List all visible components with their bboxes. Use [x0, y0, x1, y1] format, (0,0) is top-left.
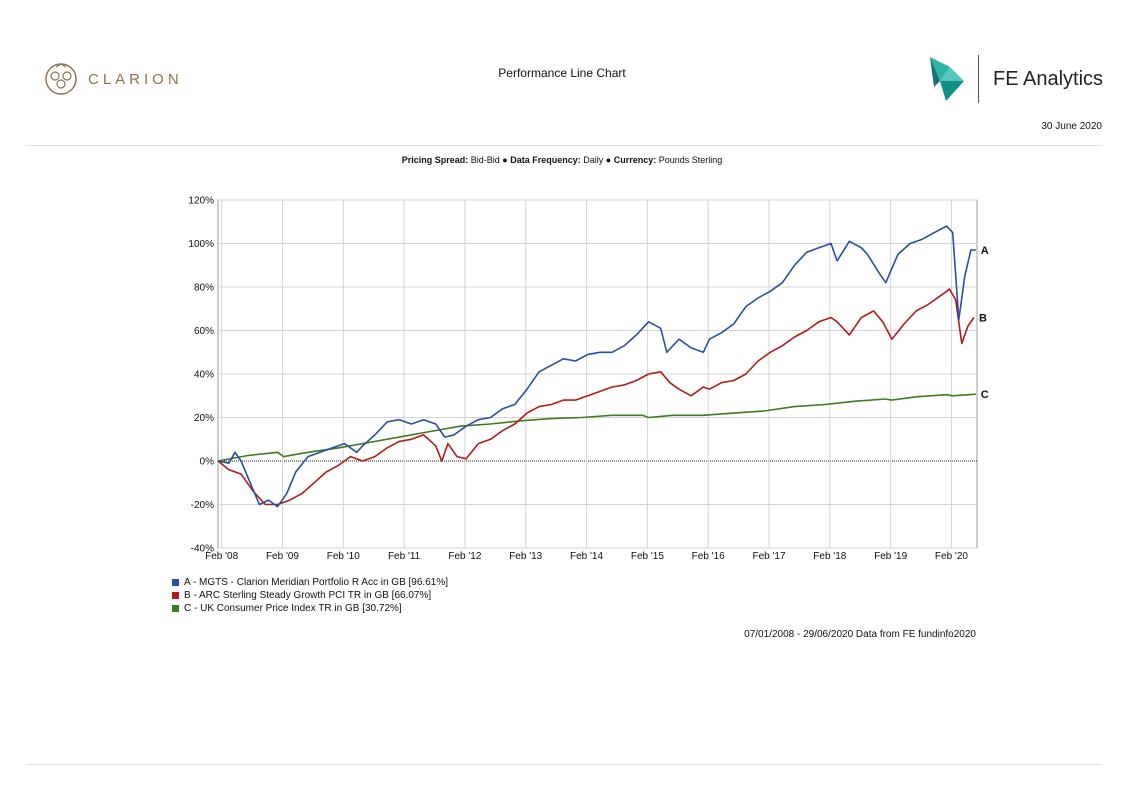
series-line-a [217, 225, 976, 508]
legend-label-a: A - MGTS - Clarion Meridian Portfolio R … [184, 577, 448, 588]
legend-item-a: A - MGTS - Clarion Meridian Portfolio R … [172, 576, 448, 589]
spread-value: Bid-Bid [470, 155, 500, 165]
series-line-c [217, 393, 976, 462]
x-tick-label: Feb '20 [935, 551, 968, 562]
x-tick-label: Feb '19 [874, 551, 907, 562]
x-tick-label: Feb '09 [266, 551, 299, 562]
y-tick-label: 80% [194, 283, 214, 294]
y-tick-label: 40% [194, 370, 214, 381]
fe-wordmark: FE Analytics [993, 67, 1104, 90]
report-date: 30 June 2020 [1041, 121, 1102, 132]
bullet-2: ● [605, 155, 612, 165]
x-tick-label: Feb '14 [570, 551, 603, 562]
chart-legend: A - MGTS - Clarion Meridian Portfolio R … [172, 576, 448, 615]
x-tick-label: Feb '08 [205, 551, 238, 562]
chart-settings: Pricing Spread: Bid-Bid ● Data Frequency… [0, 155, 1124, 165]
spread-label: Pricing Spread: [401, 155, 469, 165]
clarion-logo: CLARION [44, 62, 183, 96]
currency-label: Currency: [613, 155, 657, 165]
y-tick-label: 100% [188, 239, 214, 250]
series-end-label-a: A [981, 245, 989, 257]
legend-item-c: C - UK Consumer Price Index TR in GB [30… [172, 602, 448, 615]
x-tick-label: Feb '11 [388, 551, 421, 562]
y-tick-label: -40% [191, 544, 214, 555]
x-tick-label: Feb '18 [813, 551, 846, 562]
x-tick-label: Feb '15 [631, 551, 664, 562]
y-tick-label: 60% [194, 326, 214, 337]
fe-mark-icon [930, 57, 964, 101]
clarion-wordmark: CLARION [88, 70, 183, 88]
data-source-note: 07/01/2008 - 29/06/2020 Data from FE fun… [744, 629, 976, 640]
logo-divider [978, 55, 979, 103]
legend-label-c: C - UK Consumer Price Index TR in GB [30… [184, 603, 402, 614]
legend-swatch-a [172, 579, 179, 586]
currency-value: Pounds Sterling [658, 155, 723, 165]
y-tick-label: 20% [194, 413, 214, 424]
fe-analytics-logo: FE Analytics [928, 55, 1103, 103]
series-end-label-c: C [981, 389, 989, 401]
page-title: Performance Line Chart [498, 66, 626, 80]
legend-item-b: B - ARC Sterling Steady Growth PCI TR in… [172, 589, 448, 602]
y-tick-label: -20% [191, 500, 214, 511]
frequency-label: Data Frequency: [510, 155, 581, 165]
legend-swatch-b [172, 592, 179, 599]
series-line-b [217, 288, 975, 506]
legend-label-b: B - ARC Sterling Steady Growth PCI TR in… [184, 590, 432, 601]
series-end-label-b: B [979, 312, 987, 324]
frequency-value: Daily [583, 155, 604, 165]
y-tick-label: 0% [200, 457, 215, 468]
y-tick-label: 120% [188, 196, 214, 207]
header-divider [26, 145, 1102, 146]
x-tick-label: Feb '13 [509, 551, 542, 562]
bullet-1: ● [502, 155, 508, 165]
crest-icon [45, 63, 77, 95]
x-tick-label: Feb '17 [752, 551, 785, 562]
legend-swatch-c [172, 605, 179, 612]
x-tick-label: Feb '10 [327, 551, 360, 562]
footer-divider [26, 764, 1102, 765]
x-tick-label: Feb '16 [692, 551, 725, 562]
x-tick-label: Feb '12 [448, 551, 481, 562]
